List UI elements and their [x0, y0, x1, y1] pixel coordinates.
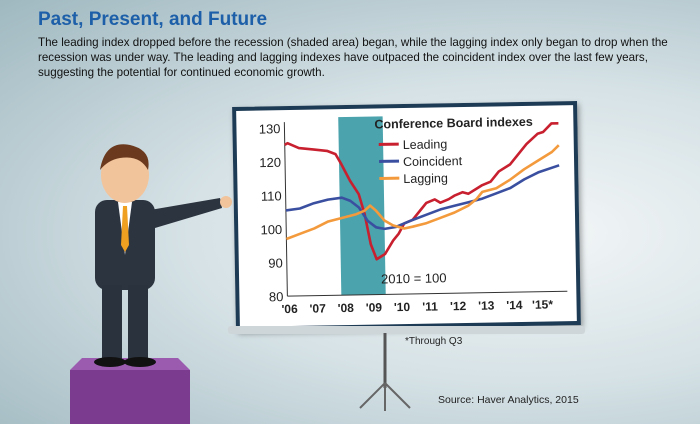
- footnote: *Through Q3: [405, 336, 463, 347]
- x-tick-label: '11: [422, 299, 438, 313]
- tripod-icon: [359, 333, 411, 411]
- page-title: Past, Present, and Future: [38, 9, 268, 30]
- legend-label: Leading: [403, 137, 448, 152]
- legend-label: Coincident: [403, 154, 463, 169]
- screen-base-bar: [228, 326, 585, 334]
- y-tick-label: 120: [259, 155, 281, 170]
- x-tick-label: '10: [394, 300, 411, 314]
- x-tick-label: '13: [478, 298, 495, 312]
- series-line-lagging: [285, 144, 560, 241]
- subtitle: The leading index dropped before the rec…: [38, 36, 668, 79]
- pedestal: [70, 370, 190, 424]
- base-year-annotation: 2010 = 100: [381, 270, 447, 286]
- projector-screen: 80 90 100 110 120 130 '06 '07 '08 '09 '10 '11 '12 '13…: [232, 101, 581, 331]
- chart: 80 90 100 110 120 130 '06 '07 '08 '09 '10 '11 '12 '13…: [259, 115, 568, 316]
- x-tick-label: '07: [309, 301, 326, 315]
- chart-title: Conference Board indexes: [374, 115, 533, 132]
- presenter-illustration: [70, 144, 232, 424]
- y-tick-label: 110: [261, 188, 282, 203]
- x-tick-label: '12: [450, 299, 467, 313]
- x-tick-label: '08: [338, 301, 355, 315]
- y-tick-label: 100: [260, 222, 282, 237]
- x-tick-label: '15*: [532, 297, 553, 311]
- source: Source: Haver Analytics, 2015: [438, 394, 579, 406]
- y-axis: [283, 122, 288, 297]
- series-line-leading: [284, 122, 559, 261]
- y-tick-label: 80: [269, 289, 284, 304]
- y-tick-label: 90: [268, 256, 283, 271]
- series-line-coincident: [285, 164, 560, 231]
- y-tick-label: 130: [259, 121, 281, 136]
- legend-label: Lagging: [403, 171, 448, 186]
- x-tick-label: '14: [506, 298, 523, 312]
- x-tick-label: '09: [366, 300, 383, 314]
- x-tick-label: '06: [281, 302, 298, 316]
- x-axis: [287, 290, 568, 297]
